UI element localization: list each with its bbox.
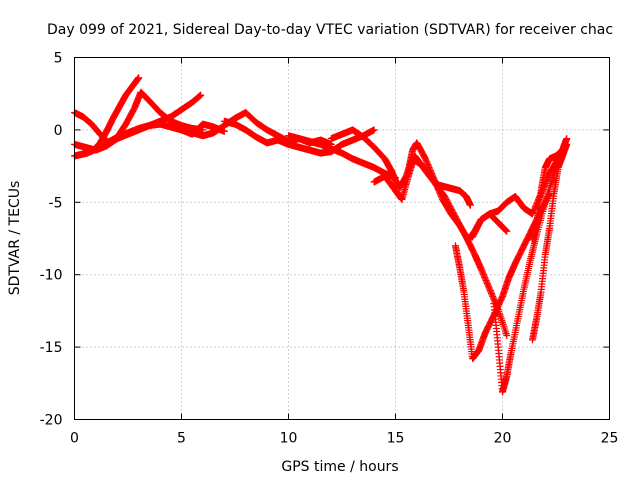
data-point [502, 227, 510, 235]
series-arc-11 [451, 190, 554, 363]
data-point [563, 135, 571, 143]
y-tick-label: -15 [40, 340, 63, 356]
grid-lines [74, 57, 610, 420]
series-arc-14 [528, 140, 571, 344]
data-points [71, 74, 571, 396]
data-point [503, 332, 511, 340]
chart-title: Day 099 of 2021, Sidereal Day-to-day VTE… [47, 22, 613, 38]
x-tick-label: 5 [177, 431, 186, 447]
x-tick-label: 25 [601, 431, 619, 447]
data-point [502, 226, 510, 234]
y-tick-label: -20 [40, 413, 63, 429]
y-tick-label: -10 [40, 268, 63, 284]
data-point [466, 201, 474, 209]
series-arc-15 [528, 135, 571, 244]
data-point [370, 126, 378, 134]
data-point [197, 91, 205, 99]
axis-ticks: 0 5 10 15 20 25 5 0 -5 -10 -15 -20 [40, 51, 619, 447]
data-point [135, 74, 143, 82]
x-tick-label: 10 [280, 431, 298, 447]
y-tick-label: 5 [54, 51, 63, 67]
y-tick-label: -5 [49, 195, 63, 211]
series-arc-2 [71, 88, 207, 147]
series-arc-7 [285, 132, 399, 182]
y-tick-label: 0 [54, 123, 63, 139]
x-tick-label: 0 [70, 431, 79, 447]
x-tick-label: 15 [387, 431, 405, 447]
y-axis-label: SDTVAR / TECUs [7, 181, 23, 296]
x-axis-label: GPS time / hours [281, 459, 398, 475]
x-tick-label: 20 [494, 431, 512, 447]
plot-frame [74, 57, 610, 420]
series-arc-9 [370, 152, 511, 340]
data-point [503, 227, 511, 235]
